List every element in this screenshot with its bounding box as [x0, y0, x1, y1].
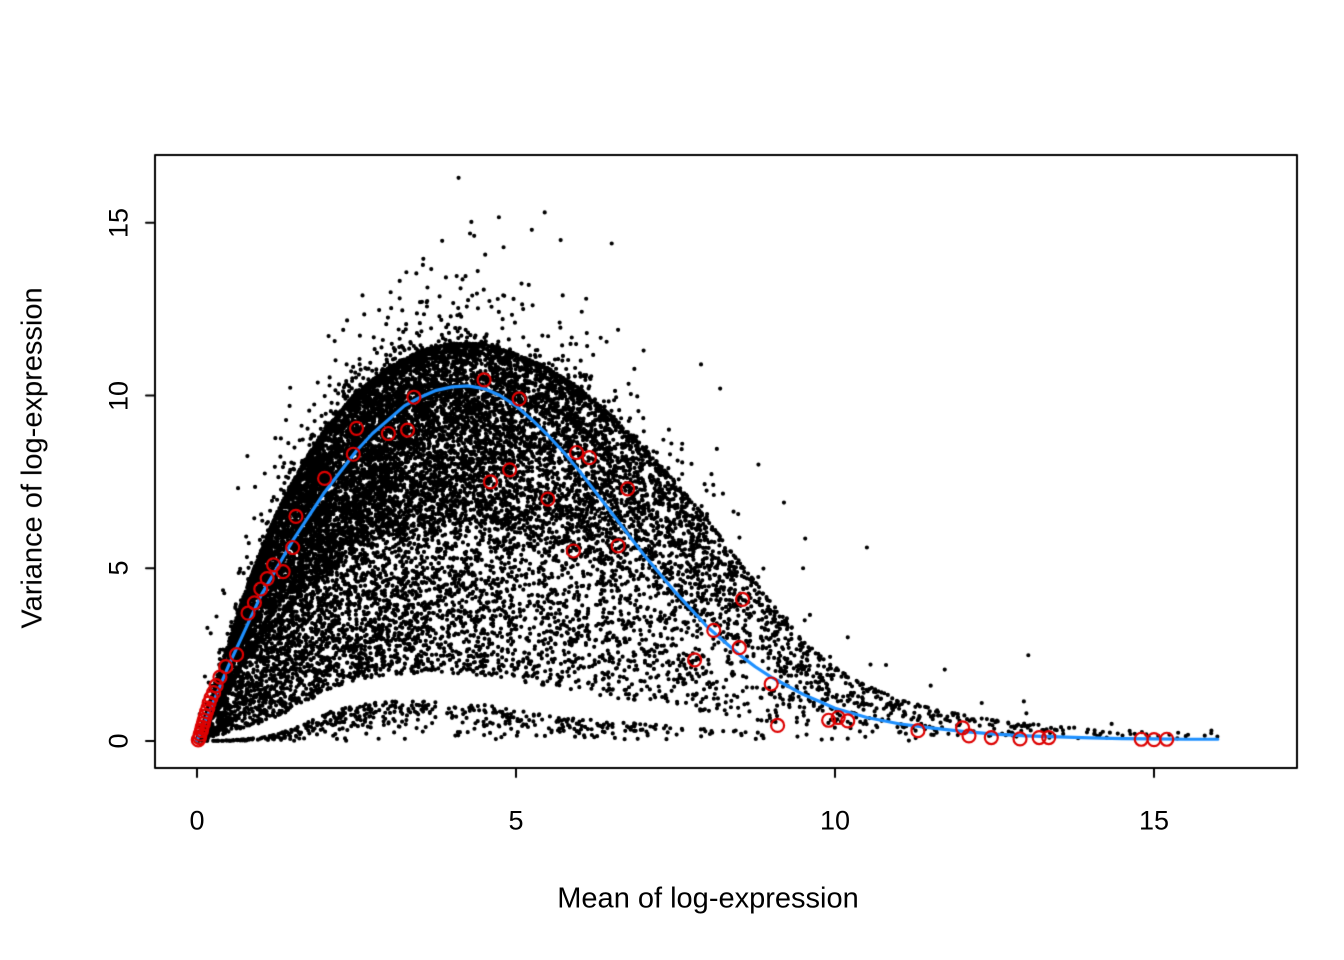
y-tick-label: 15	[103, 207, 134, 238]
x-tick-label: 0	[189, 805, 205, 836]
x-axis-title: Mean of log-expression	[557, 882, 859, 915]
x-tick-label: 15	[1138, 805, 1170, 836]
y-axis-title: Variance of log-expression	[16, 287, 49, 629]
x-tick-label: 10	[819, 805, 851, 836]
y-tick-label: 0	[103, 733, 134, 749]
y-tick-label: 10	[103, 380, 134, 411]
y-tick-label: 5	[103, 560, 134, 576]
x-tick-label: 5	[508, 805, 524, 836]
